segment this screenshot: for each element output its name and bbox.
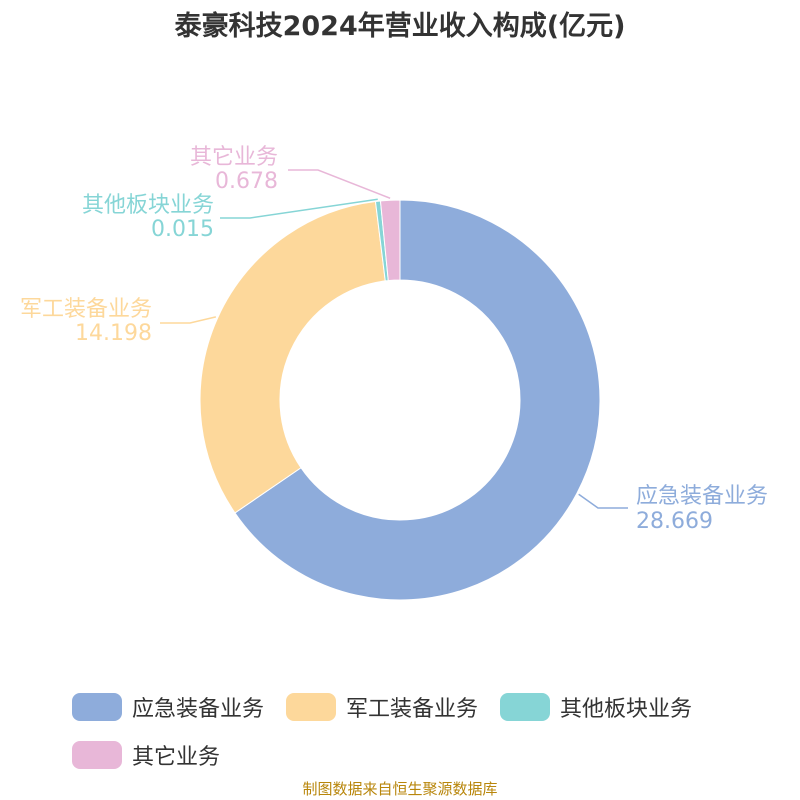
chart-title: 泰豪科技2024年营业收入构成(亿元): [174, 11, 626, 42]
legend-item-emergency-equipment[interactable]: 应急装备业务: [72, 691, 264, 723]
slice-name-label-emergency-equipment: 应急装备业务: [636, 484, 768, 509]
legend-item-military-equipment[interactable]: 军工装备业务: [286, 691, 478, 723]
legend: 应急装备业务 军工装备业务 其他板块业务 其它业务: [72, 688, 772, 784]
legend-item-other-business[interactable]: 其它业务: [72, 739, 220, 771]
slice-name-label-other-segments: 其他板块业务: [82, 193, 214, 218]
slice-name-label-other-business: 其它业务: [190, 145, 278, 170]
legend-swatch: [286, 693, 337, 721]
legend-item-other-segments[interactable]: 其他板块业务: [500, 691, 692, 723]
slice-value-label-other-segments: 0.015: [151, 217, 214, 242]
leader-line-emergency-equipment: [578, 493, 628, 509]
slice-name-label-military-equipment: 军工装备业务: [20, 297, 152, 322]
slice-value-label-emergency-equipment: 28.669: [636, 509, 713, 534]
data-source-note: 制图数据来自恒生聚源数据库: [302, 780, 498, 798]
legend-label: 其他板块业务: [560, 697, 693, 722]
slice-value-label-military-equipment: 14.198: [75, 321, 152, 346]
legend-label: 其它业务: [132, 745, 221, 770]
donut-slice-other-business[interactable]: [379, 199, 401, 282]
legend-swatch: [500, 693, 551, 721]
legend-swatch: [72, 693, 122, 721]
donut-slice-emergency-equipment[interactable]: [234, 199, 601, 601]
slice-value-label-other-business: 0.678: [215, 169, 278, 194]
leader-line-other-business: [288, 169, 391, 199]
donut-slice-military-equipment[interactable]: [199, 200, 386, 514]
leader-line-other-segments: [220, 198, 378, 219]
legend-label: 军工装备业务: [346, 697, 479, 722]
legend-swatch: [72, 741, 122, 769]
leader-line-military-equipment: [160, 316, 217, 324]
legend-label: 应急装备业务: [132, 697, 265, 722]
